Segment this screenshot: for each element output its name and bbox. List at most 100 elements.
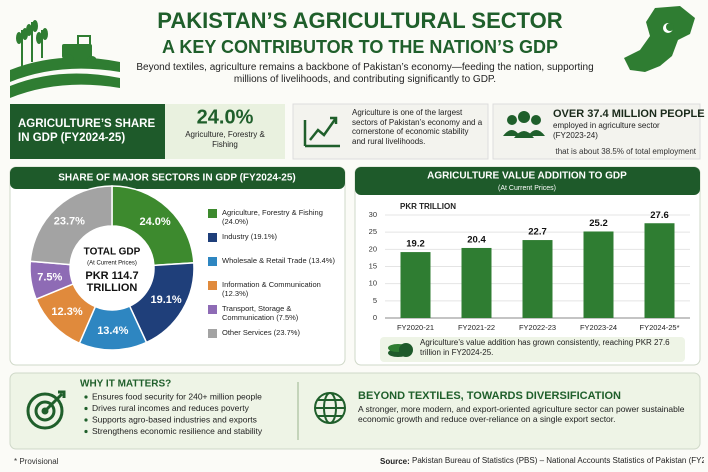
legend-label-frame: Transport, Storage & Communication (7.5%… <box>222 304 299 322</box>
pie-center-label: (At Current Prices) <box>87 261 137 267</box>
share-value-box <box>165 104 285 159</box>
legend-label: Information & Communication (12.3%) <box>222 280 321 298</box>
pie-slice <box>111 185 195 267</box>
legend-label: Agriculture, Forestry & Fishing (24.0%) <box>222 208 323 226</box>
y-tick-label: 0 <box>373 313 377 322</box>
y-axis-label: PKR TRILLION <box>400 202 456 211</box>
globe-icon <box>314 392 346 424</box>
why-item: Strengthens economic resilience and stab… <box>92 426 263 436</box>
pie-title: SHARE OF MAJOR SECTORS IN GDP (FY2024-25… <box>58 173 295 184</box>
y-tick-label: 15 <box>369 261 377 270</box>
annotation: Agriculture’s value addition has grown c… <box>420 338 670 357</box>
y-tick-label: 10 <box>369 279 377 288</box>
x-tick-label: FY2023-24 <box>580 323 617 332</box>
y-tick-label: 30 <box>369 210 377 219</box>
share-caption-frame: Agriculture, Forestry & Fishing <box>185 130 265 149</box>
legend-swatch <box>208 329 217 338</box>
share-label-box <box>10 104 165 159</box>
bar-value-label: 20.4 <box>467 234 486 245</box>
pie-slice <box>29 185 113 266</box>
share-caption: Agriculture, Forestry & Fishing <box>185 130 265 149</box>
bullet <box>84 418 88 422</box>
intro: Beyond textiles, agriculture remains a b… <box>136 62 594 85</box>
y-tick-label: 5 <box>373 296 377 305</box>
bar-value-label: 22.7 <box>528 227 547 238</box>
legend-label-frame: Agriculture, Forestry & Fishing (24.0%) <box>222 208 323 226</box>
bar <box>522 240 553 318</box>
role-text-frame: Agriculture is one of the largest sector… <box>352 108 482 146</box>
bar-title: AGRICULTURE VALUE ADDITION TO GDP <box>427 171 627 182</box>
target-icon <box>26 390 66 430</box>
why-title: WHY IT MATTERS? <box>80 379 171 390</box>
y-tick-label: 25 <box>369 227 377 236</box>
growth-icon <box>303 116 340 148</box>
bullet <box>84 429 88 434</box>
why-item: Supports agro-based industries and expor… <box>92 414 257 424</box>
employment-text-frame: employed in agriculture sector (FY2023-2… <box>553 121 660 140</box>
x-tick-label: FY2024-25* <box>639 323 679 332</box>
share-label: AGRICULTURE’S SHARE IN GDP (FY2024-25) <box>18 118 156 144</box>
map-crescent-cut <box>666 23 674 31</box>
source-label: Source: <box>380 457 410 466</box>
legend-swatch <box>208 233 217 242</box>
legend-swatch <box>208 257 217 266</box>
beyond-text-frame: A stronger, more modern, and export-orie… <box>358 404 685 425</box>
slice-label: 24.0% <box>140 216 171 228</box>
x-tick-label: FY2022-23 <box>519 323 556 332</box>
legend-label-frame: Information & Communication (12.3%) <box>222 280 321 298</box>
why-item: Ensures food security for 240+ million p… <box>92 391 262 401</box>
bullet <box>84 406 88 411</box>
x-tick-label: FY2020-21 <box>397 323 434 332</box>
source: Pakistan Bureau of Statistics (PBS) – Na… <box>412 456 704 465</box>
footer-note: * Provisional <box>14 457 59 466</box>
slice-label: 13.4% <box>97 325 128 337</box>
legend-label: Wholesale & Retail Trade (13.4%) <box>222 256 335 265</box>
employment-note: that is about 38.5% of total employment <box>555 147 696 156</box>
bar <box>400 252 431 318</box>
people-icon <box>503 111 545 138</box>
y-tick-label: 20 <box>369 244 377 253</box>
legend-label-frame: Other Services (23.7%) <box>222 328 300 337</box>
bar <box>644 223 675 318</box>
pakistan-map <box>624 6 695 72</box>
share-value: 24.0% <box>197 106 254 128</box>
legend-label: Industry (19.1%) <box>222 232 278 241</box>
legend-label-frame: Wholesale & Retail Trade (13.4%) <box>222 256 335 265</box>
subtitle: A KEY CONTRIBUTOR TO THE NATION’S GDP <box>162 37 558 57</box>
bottom-box <box>9 372 701 450</box>
legend-swatch <box>208 281 217 290</box>
legend-label-frame: Industry (19.1%) <box>222 232 278 241</box>
bar-value-label: 25.2 <box>589 218 608 229</box>
legend-swatch <box>208 305 217 314</box>
slice-label: 19.1% <box>151 294 182 306</box>
share-label-frame: AGRICULTURE’S SHARE IN GDP (FY2024-25) <box>18 118 156 144</box>
annotation-frame: Agriculture’s value addition has grown c… <box>420 338 670 357</box>
pie-center-label: TOTAL GDP <box>84 247 141 258</box>
employment-text: employed in agriculture sector (FY2023-2… <box>553 121 660 140</box>
slice-label: 23.7% <box>54 216 85 228</box>
why-item: Drives rural incomes and reduces poverty <box>92 403 250 413</box>
source-frame: Pakistan Bureau of Statistics (PBS) – Na… <box>412 456 704 465</box>
legend-label: Other Services (23.7%) <box>222 328 300 337</box>
beyond-title: BEYOND TEXTILES, TOWARDS DIVERSIFICATION <box>358 390 621 402</box>
bar <box>583 231 614 318</box>
bar-header <box>355 167 700 195</box>
employment-headline: OVER 37.4 MILLION PEOPLE <box>553 108 705 120</box>
bar <box>461 247 492 318</box>
legend-swatch <box>208 209 217 218</box>
coin-icon <box>388 343 413 357</box>
title: PAKISTAN’S AGRICULTURAL SECTOR <box>157 8 562 33</box>
intro-frame: Beyond textiles, agriculture remains a b… <box>136 62 594 85</box>
x-tick-label: FY2021-22 <box>458 323 495 332</box>
annotation-box <box>380 337 685 362</box>
pie-header <box>10 167 345 189</box>
bar-subtitle: (At Current Prices) <box>498 185 556 192</box>
beyond-text: A stronger, more modern, and export-orie… <box>358 404 685 425</box>
bar-value-label: 19.2 <box>406 239 425 250</box>
bar-value-label: 27.6 <box>650 210 669 221</box>
slice-label: 7.5% <box>37 272 62 284</box>
slice-label: 12.3% <box>51 306 82 318</box>
legend-label: Transport, Storage & Communication (7.5%… <box>222 304 299 322</box>
bullet <box>84 395 88 399</box>
